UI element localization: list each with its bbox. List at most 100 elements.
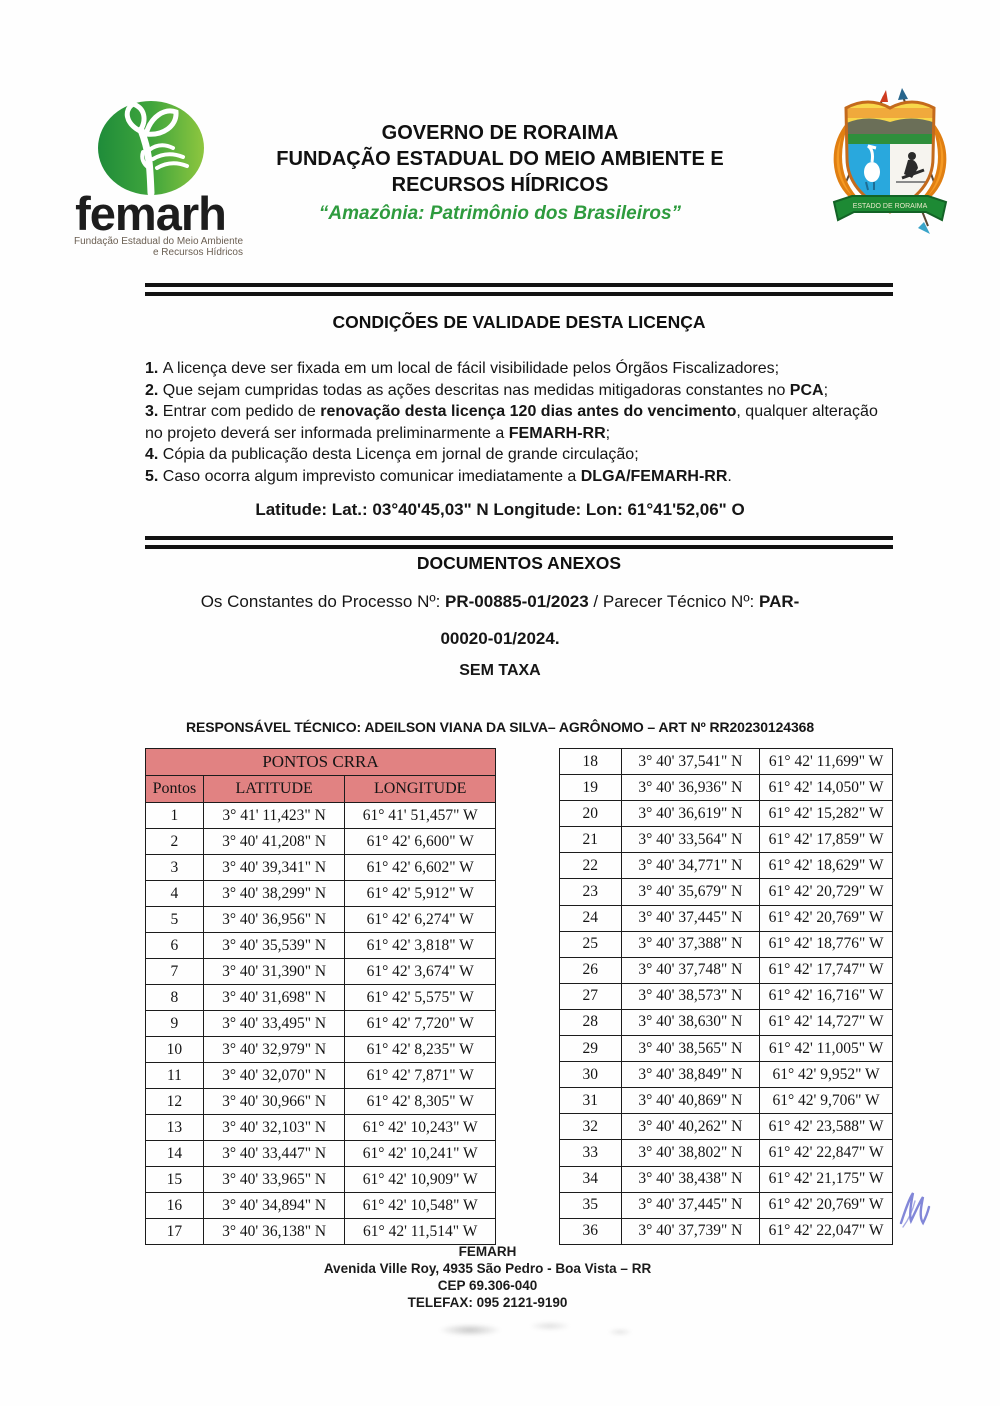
table-cell: 3 <box>145 854 204 881</box>
table-cell: 25 <box>559 930 622 958</box>
org-header: GOVERNO DE RORAIMA FUNDAÇÃO ESTADUAL DO … <box>235 120 765 225</box>
table-cell: 3° 40' 30,966" N <box>202 1088 346 1115</box>
table-cell: 19 <box>559 774 622 802</box>
table-row: 10 3° 40' 32,979" N 61° 42' 8,235" W <box>145 1036 496 1063</box>
table-cell: 20 <box>559 800 622 828</box>
table-row: 4 3° 40' 38,299" N 61° 42' 5,912" W <box>145 880 496 907</box>
table-row: 5 3° 40' 36,956" N 61° 42' 6,274" W <box>145 906 496 933</box>
table-cell: 3° 40' 36,619" N <box>620 800 761 828</box>
table-cell: 61° 42' 8,235" W <box>344 1036 496 1063</box>
table-cell: 32 <box>559 1113 622 1141</box>
table-row: 9 3° 40' 33,495" N 61° 42' 7,720" W <box>145 1010 496 1037</box>
table-cell: 14 <box>145 1140 204 1167</box>
table-row: 32 3° 40' 40,262" N 61° 42' 23,588" W <box>559 1113 893 1141</box>
table-cell: 3° 40' 33,495" N <box>202 1010 346 1037</box>
points-table-right-body: 18 3° 40' 37,541" N 61° 42' 11,699" W 19 3° … <box>559 747 893 1246</box>
table-cell: 3° 40' 36,936" N <box>620 774 761 802</box>
table-row: 21 3° 40' 33,564" N 61° 42' 17,859" W <box>559 826 893 854</box>
table-cell: 3° 40' 38,438" N <box>620 1165 761 1193</box>
table-cell: 4 <box>145 880 204 907</box>
footer-address: FEMARH Avenida Ville Roy, 4935 São Pedro… <box>0 1243 975 1311</box>
table-cell: 61° 42' 10,241" W <box>344 1140 496 1167</box>
table-cell: 3° 40' 37,445" N <box>620 904 761 932</box>
table-cell: 61° 41' 51,457" W <box>344 802 496 829</box>
table-cell: 61° 42' 11,005" W <box>759 1035 893 1063</box>
divider-double-rule <box>145 536 893 549</box>
table-row: 8 3° 40' 31,698" N 61° 42' 5,575" W <box>145 984 496 1011</box>
table-row: 13 3° 40' 32,103" N 61° 42' 10,243" W <box>145 1114 496 1141</box>
table-row: 16 3° 40' 34,894" N 61° 42' 10,548" W <box>145 1192 496 1219</box>
table-cell: 27 <box>559 982 622 1010</box>
table-cell: 61° 42' 14,050" W <box>759 774 893 802</box>
table-cell: 61° 42' 20,769" W <box>759 1191 893 1219</box>
table-cell: 61° 42' 5,912" W <box>344 880 496 907</box>
table-cell: 3° 40' 33,564" N <box>620 826 761 854</box>
femarh-leaf-icon <box>97 101 204 197</box>
table-row: 20 3° 40' 36,619" N 61° 42' 15,282" W <box>559 800 893 828</box>
table-cell: 10 <box>145 1036 204 1063</box>
table-row: 23 3° 40' 35,679" N 61° 42' 20,729" W <box>559 878 893 906</box>
table-cell: 31 <box>559 1087 622 1115</box>
table-cell: 2 <box>145 828 204 855</box>
table-cell: 13 <box>145 1114 204 1141</box>
scan-smudge-artifact <box>430 1318 645 1342</box>
table-cell: 3° 40' 37,388" N <box>620 930 761 958</box>
table-cell: 3° 40' 31,390" N <box>202 958 346 985</box>
table-cell: 3° 40' 41,208" N <box>202 828 346 855</box>
tax-note: SEM TAXA <box>459 662 541 679</box>
condition-item: 3. Entrar com pedido de renovação desta … <box>145 403 878 442</box>
conditions-list: 1. A licença deve ser fixada em um local… <box>145 358 891 488</box>
table-cell: 61° 42' 8,305" W <box>344 1088 496 1115</box>
table-cell: 16 <box>145 1192 204 1219</box>
table-row: 6 3° 40' 35,539" N 61° 42' 3,818" W <box>145 932 496 959</box>
table-cell: 61° 42' 11,514" W <box>344 1218 496 1245</box>
table-cell: 22 <box>559 852 622 880</box>
table-cell: 3° 40' 37,739" N <box>620 1217 761 1246</box>
table-cell: 3° 40' 38,849" N <box>620 1061 761 1089</box>
table-cell: 11 <box>145 1062 204 1089</box>
table-row: 22 3° 40' 34,771" N 61° 42' 18,629" W <box>559 852 893 880</box>
ink-initials-mark <box>899 1192 931 1228</box>
table-row: 3 3° 40' 39,341" N 61° 42' 6,602" W <box>145 854 496 881</box>
org-line-3: RECURSOS HÍDRICOS <box>391 174 609 196</box>
condition-item: 4. Cópia da publicação desta Licença em … <box>145 446 639 464</box>
points-table-right: 18 3° 40' 37,541" N 61° 42' 11,699" W 19 3° … <box>559 747 893 1246</box>
table-cell: 61° 42' 3,818" W <box>344 932 496 959</box>
logo-subtitle-line1: Fundação Estadual do Meio Ambiente <box>74 236 243 247</box>
table-cell: 3° 40' 38,565" N <box>620 1035 761 1063</box>
table-cell: 3° 40' 31,698" N <box>202 984 346 1011</box>
table-cell: 61° 42' 17,859" W <box>759 826 893 854</box>
table-cell: 3° 40' 38,299" N <box>202 880 346 907</box>
table-cell: 3° 40' 37,541" N <box>620 747 761 776</box>
table-cell: 3° 40' 40,262" N <box>620 1113 761 1141</box>
table-row: 33 3° 40' 38,802" N 61° 42' 22,847" W <box>559 1139 893 1167</box>
table-row: 12 3° 40' 30,966" N 61° 42' 8,305" W <box>145 1088 496 1115</box>
table-cell: 3° 40' 32,103" N <box>202 1114 346 1141</box>
table-cell: 9 <box>145 1010 204 1037</box>
org-line-1: GOVERNO DE RORAIMA <box>381 122 619 144</box>
table-cell: 61° 42' 9,952" W <box>759 1061 893 1089</box>
footer-line-4: TELEFAX: 095 2121-9190 <box>407 1295 568 1310</box>
table-cell: 3° 40' 34,894" N <box>202 1192 346 1219</box>
documents-title: DOCUMENTOS ANEXOS <box>416 553 622 573</box>
table-cell: 3° 40' 39,341" N <box>202 854 346 881</box>
table-cell: 3° 40' 37,748" N <box>620 956 761 984</box>
table-cell: 35 <box>559 1191 622 1219</box>
table-row: 27 3° 40' 38,573" N 61° 42' 16,716" W <box>559 982 893 1010</box>
points-table-title: PONTOS CRRA <box>145 748 496 776</box>
table-cell: 3° 40' 37,445" N <box>620 1191 761 1219</box>
org-line-2: FUNDAÇÃO ESTADUAL DO MEIO AMBIENTE E <box>276 148 724 170</box>
table-cell: 61° 42' 21,175" W <box>759 1165 893 1193</box>
table-cell: 33 <box>559 1139 622 1167</box>
table-cell: 61° 42' 6,274" W <box>344 906 496 933</box>
table-cell: 61° 42' 10,243" W <box>344 1114 496 1141</box>
table-cell: 15 <box>145 1166 204 1193</box>
logo-wordmark: femarh <box>75 187 227 240</box>
footer-line-3: CEP 69.306-040 <box>437 1278 538 1293</box>
divider-double-rule <box>145 283 893 296</box>
table-cell: 3° 40' 35,679" N <box>620 878 761 906</box>
table-cell: 3° 40' 33,447" N <box>202 1140 346 1167</box>
table-row: 34 3° 40' 38,438" N 61° 42' 21,175" W <box>559 1165 893 1193</box>
